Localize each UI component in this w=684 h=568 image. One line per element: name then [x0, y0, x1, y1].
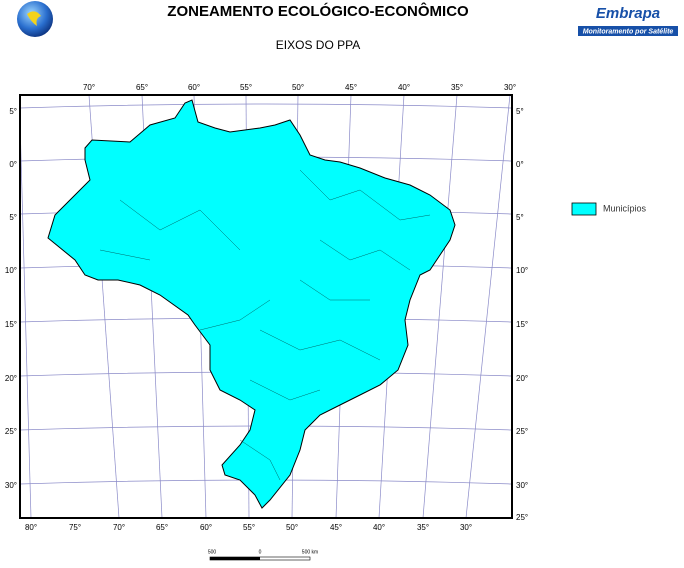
right-label: 25° — [516, 427, 528, 436]
scale-labels: 500 0 500 km — [208, 549, 318, 555]
left-label: 0° — [9, 160, 17, 169]
bottom-label: 45° — [330, 523, 342, 532]
left-label: 20° — [5, 374, 17, 383]
bottom-label: 80° — [25, 523, 37, 532]
right-label: 25° — [516, 513, 528, 522]
bottom-label: 65° — [156, 523, 168, 532]
left-logo — [17, 1, 53, 37]
left-label: 5° — [9, 107, 17, 116]
left-label: 30° — [5, 481, 17, 490]
right-label: 10° — [516, 266, 528, 275]
left-label: 10° — [5, 266, 17, 275]
legend-swatch — [571, 202, 597, 216]
logo-name: Embrapa — [596, 5, 660, 22]
brazil-municipalities — [47, 99, 456, 509]
bottom-label: 35° — [417, 523, 429, 532]
top-label: 70° — [83, 83, 95, 92]
scale-label: 0 — [259, 549, 262, 555]
bottom-label: 75° — [69, 523, 81, 532]
bottom-label: 50° — [286, 523, 298, 532]
bottom-label: 70° — [113, 523, 125, 532]
top-label: 30° — [504, 83, 516, 92]
right-label: 5° — [516, 213, 524, 222]
bottom-label: 60° — [200, 523, 212, 532]
bottom-label: 40° — [373, 523, 385, 532]
scale-label: 500 — [208, 549, 217, 555]
map-frame — [19, 94, 513, 519]
bottom-label: 30° — [460, 523, 472, 532]
logo-tagline: Monitoramento por Satélite — [583, 28, 674, 35]
right-label: 20° — [516, 374, 528, 383]
top-label: 65° — [136, 83, 148, 92]
municipality-boundaries — [99, 169, 431, 481]
scale-bar — [209, 556, 311, 561]
title: ZONEAMENTO ECOLÓGICO-ECONÔMICO — [167, 2, 469, 20]
top-label: 40° — [398, 83, 410, 92]
top-label: 60° — [188, 83, 200, 92]
right-label: 30° — [516, 481, 528, 490]
top-label: 55° — [240, 83, 252, 92]
top-label: 45° — [345, 83, 357, 92]
coordinate-labels: 70° 65° 60° 55° 50° 45° 40° 35° 30° 5° 0° 5° 10° 15° 2… — [5, 83, 528, 532]
top-label: 50° — [292, 83, 304, 92]
scale-label: 500 km — [302, 549, 318, 555]
subtitle: EIXOS DO PPA — [276, 38, 360, 52]
right-label: 0° — [516, 160, 524, 169]
right-label: 15° — [516, 320, 528, 329]
right-label: 5° — [516, 107, 524, 116]
top-label: 35° — [451, 83, 463, 92]
legend-label: Municípios — [603, 203, 647, 213]
left-label: 15° — [5, 320, 17, 329]
left-label: 5° — [9, 213, 17, 222]
embrapa-logo: Embrapa Monitoramento por Satélite — [578, 5, 678, 36]
bottom-label: 55° — [243, 523, 255, 532]
left-label: 25° — [5, 427, 17, 436]
